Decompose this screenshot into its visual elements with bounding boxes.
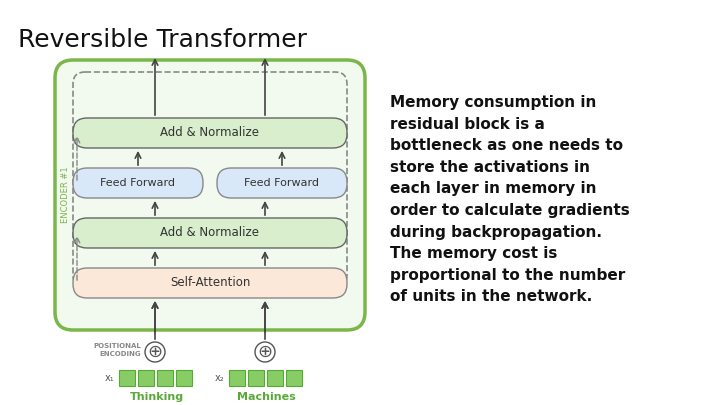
Text: ⊕: ⊕ (258, 343, 273, 361)
FancyBboxPatch shape (55, 60, 365, 330)
Text: Reversible Transformer: Reversible Transformer (18, 28, 307, 52)
FancyBboxPatch shape (73, 218, 347, 248)
Text: x₁: x₁ (105, 373, 114, 383)
FancyBboxPatch shape (73, 168, 203, 198)
Text: ENCODER #1: ENCODER #1 (60, 167, 70, 223)
FancyBboxPatch shape (266, 370, 282, 386)
FancyBboxPatch shape (156, 370, 173, 386)
Circle shape (255, 342, 275, 362)
Text: Add & Normalize: Add & Normalize (161, 226, 259, 239)
Text: Self-Attention: Self-Attention (170, 277, 250, 290)
Circle shape (145, 342, 165, 362)
Text: x₂: x₂ (215, 373, 225, 383)
Text: ⊕: ⊕ (148, 343, 163, 361)
Text: POSITIONAL
ENCODING: POSITIONAL ENCODING (94, 343, 141, 356)
FancyBboxPatch shape (286, 370, 302, 386)
FancyBboxPatch shape (248, 370, 264, 386)
FancyBboxPatch shape (228, 370, 245, 386)
FancyBboxPatch shape (73, 268, 347, 298)
Text: Machines: Machines (237, 392, 296, 402)
FancyBboxPatch shape (119, 370, 135, 386)
FancyBboxPatch shape (73, 118, 347, 148)
FancyBboxPatch shape (176, 370, 192, 386)
FancyBboxPatch shape (138, 370, 153, 386)
Text: Add & Normalize: Add & Normalize (161, 126, 259, 139)
Text: Feed Forward: Feed Forward (245, 178, 320, 188)
Text: Feed Forward: Feed Forward (101, 178, 176, 188)
FancyBboxPatch shape (217, 168, 347, 198)
Text: Thinking: Thinking (130, 392, 184, 402)
Text: Memory consumption in
residual block is a
bottleneck as one needs to
store the a: Memory consumption in residual block is … (390, 95, 630, 305)
